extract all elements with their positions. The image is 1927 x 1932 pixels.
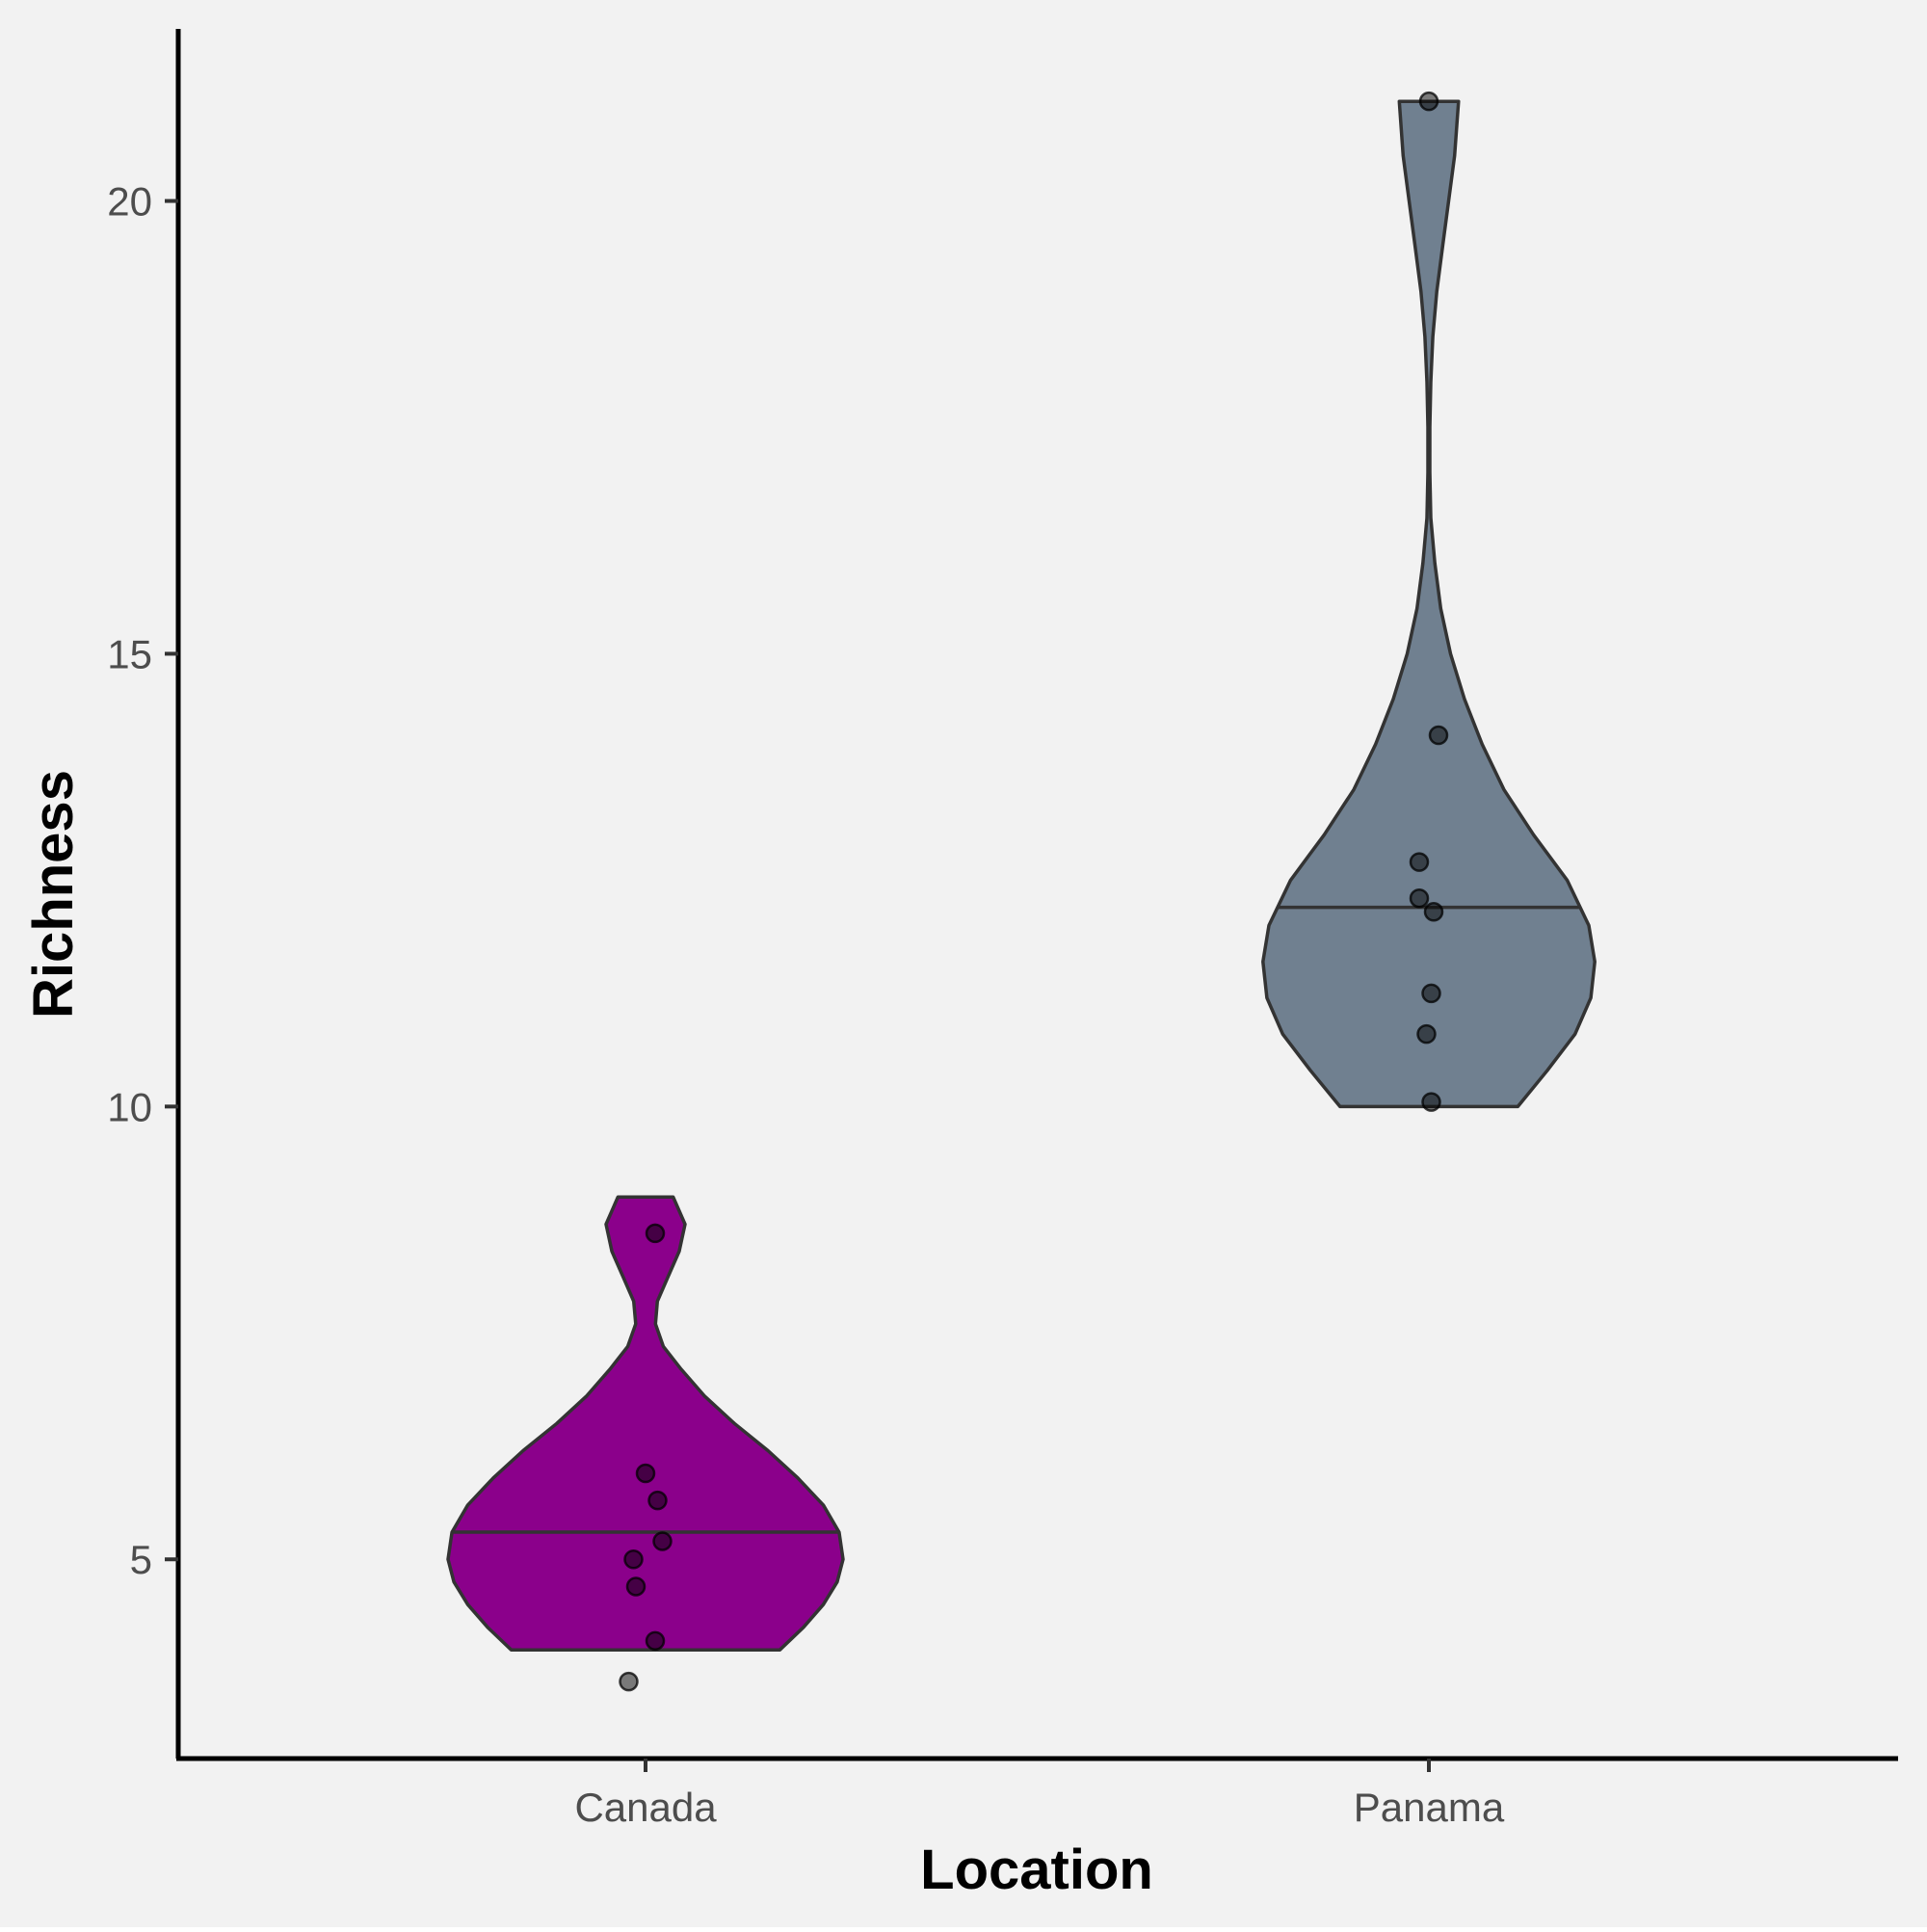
- data-point: [1409, 887, 1430, 909]
- data-point: [652, 1531, 673, 1551]
- y-axis-title: Richness: [22, 770, 85, 1019]
- axes-layer: [175, 29, 1898, 1761]
- data-point: [635, 1463, 656, 1484]
- data-point: [1409, 852, 1430, 872]
- data-point: [645, 1630, 666, 1652]
- ticks-layer: Canada Panama 5 10 15 20: [107, 179, 1505, 1830]
- points-layer: [619, 91, 1449, 1692]
- data-point: [619, 1671, 639, 1692]
- data-point: [1421, 983, 1441, 1004]
- y-tick-label: 5: [130, 1537, 152, 1582]
- data-point: [1421, 1092, 1441, 1112]
- x-axis-title: Location: [920, 1839, 1153, 1901]
- data-point: [645, 1223, 666, 1244]
- data-point: [647, 1490, 668, 1511]
- y-tick-label: 10: [107, 1084, 152, 1129]
- data-point: [623, 1548, 644, 1570]
- violin-panama: [1261, 99, 1597, 1109]
- x-tick-label: Panama: [1354, 1785, 1505, 1830]
- y-tick-label: 20: [107, 179, 152, 225]
- data-point: [1418, 91, 1439, 112]
- x-tick-label: Canada: [574, 1785, 717, 1830]
- violin-canada: [446, 1195, 845, 1652]
- y-tick-label: 15: [107, 631, 152, 676]
- data-point: [625, 1576, 647, 1597]
- data-point: [1416, 1023, 1437, 1045]
- data-point: [1423, 902, 1444, 922]
- data-point: [1428, 725, 1449, 746]
- violins-layer: [446, 99, 1597, 1652]
